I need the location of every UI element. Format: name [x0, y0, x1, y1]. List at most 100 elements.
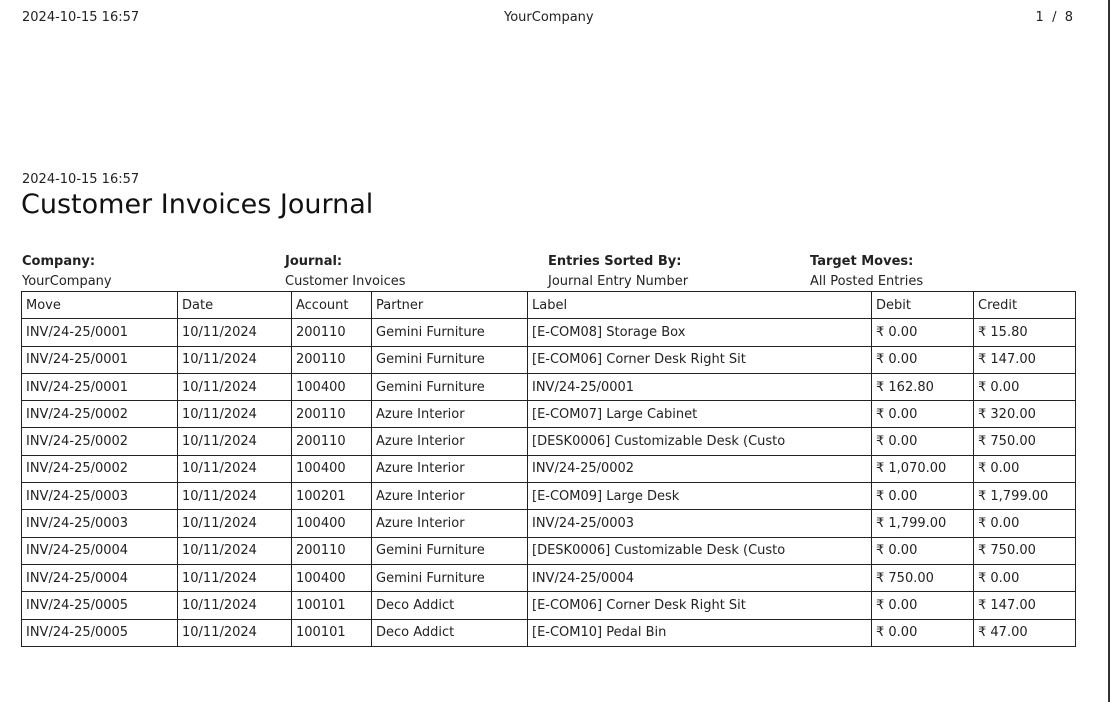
cell-move: INV/24-25/0001	[21, 345, 178, 374]
cell-partner: Azure Interior	[371, 400, 528, 429]
column-header-date: Date	[177, 290, 292, 320]
cell-move: INV/24-25/0002	[21, 400, 178, 429]
cell-account: 100201	[291, 482, 372, 511]
cell-credit: ₹ 0.00	[973, 372, 1076, 402]
cell-label: INV/24-25/0001	[527, 372, 872, 402]
cell-date: 10/11/2024	[177, 427, 292, 456]
info-journal: Journal: Customer Invoices	[285, 252, 406, 292]
info-label: Target Moves:	[810, 254, 914, 269]
column-header-credit: Credit	[973, 290, 1076, 320]
table-header-row: Move Date Account Partner Label Debit Credit	[21, 290, 1076, 320]
cell-debit: ₹ 162.80	[871, 372, 974, 402]
cell-partner: Gemini Furniture	[371, 318, 528, 347]
table-row: INV/24-25/0002 10/11/2024 200110 Azure Inte…	[21, 400, 1076, 429]
cell-partner: Azure Interior	[371, 482, 528, 511]
cell-label: [E-COM09] Large Desk	[527, 482, 872, 511]
cell-account: 100101	[291, 591, 372, 620]
table-row: INV/24-25/0003 10/11/2024 100201 Azure Inte…	[21, 482, 1076, 511]
info-value: All Posted Entries	[810, 274, 924, 289]
cell-debit: ₹ 0.00	[871, 400, 974, 429]
cell-debit: ₹ 0.00	[871, 618, 974, 647]
cell-credit: ₹ 15.80	[973, 318, 1076, 347]
cell-partner: Gemini Furniture	[371, 372, 528, 402]
cell-partner: Deco Addict	[371, 591, 528, 620]
cell-partner: Gemini Furniture	[371, 563, 528, 593]
cell-account: 100101	[291, 618, 372, 647]
info-value: Journal Entry Number	[548, 274, 689, 289]
cell-partner: Azure Interior	[371, 454, 528, 484]
cell-move: INV/24-25/0002	[21, 454, 178, 484]
table-row: INV/24-25/0004 10/11/2024 200110 Gemini Fur…	[21, 536, 1076, 565]
cell-credit: ₹ 750.00	[973, 536, 1076, 565]
cell-label: [E-COM07] Large Cabinet	[527, 400, 872, 429]
cell-move: INV/24-25/0003	[21, 482, 178, 511]
cell-date: 10/11/2024	[177, 482, 292, 511]
cell-move: INV/24-25/0005	[21, 591, 178, 620]
cell-partner: Azure Interior	[371, 427, 528, 456]
cell-account: 100400	[291, 372, 372, 402]
cell-date: 10/11/2024	[177, 591, 292, 620]
cell-account: 100400	[291, 509, 372, 538]
cell-partner: Gemini Furniture	[371, 345, 528, 374]
cell-label: [E-COM10] Pedal Bin	[527, 618, 872, 647]
cell-move: INV/24-25/0004	[21, 536, 178, 565]
cell-move: INV/24-25/0004	[21, 563, 178, 593]
cell-credit: ₹ 0.00	[973, 454, 1076, 484]
table-row: INV/24-25/0005 10/11/2024 100101 Deco Addic…	[21, 618, 1076, 647]
cell-debit: ₹ 0.00	[871, 345, 974, 374]
header-company: YourCompany	[504, 10, 594, 25]
info-value: YourCompany	[22, 274, 112, 289]
cell-account: 100400	[291, 454, 372, 484]
cell-credit: ₹ 0.00	[973, 563, 1076, 593]
cell-debit: ₹ 1,070.00	[871, 454, 974, 484]
cell-label: [E-COM06] Corner Desk Right Sit	[527, 591, 872, 620]
cell-move: INV/24-25/0005	[21, 618, 178, 647]
cell-debit: ₹ 750.00	[871, 563, 974, 593]
cell-label: INV/24-25/0003	[527, 509, 872, 538]
cell-partner: Deco Addict	[371, 618, 528, 647]
cell-move: INV/24-25/0001	[21, 318, 178, 347]
cell-debit: ₹ 0.00	[871, 536, 974, 565]
column-header-label: Label	[527, 290, 872, 320]
cell-credit: ₹ 750.00	[973, 427, 1076, 456]
cell-account: 200110	[291, 345, 372, 374]
info-value: Customer Invoices	[285, 274, 406, 289]
cell-account: 100400	[291, 563, 372, 593]
table-row: INV/24-25/0002 10/11/2024 100400 Azure Inte…	[21, 454, 1076, 484]
report-title: Customer Invoices Journal	[21, 189, 374, 220]
cell-partner: Azure Interior	[371, 509, 528, 538]
table-row: INV/24-25/0004 10/11/2024 100400 Gemini Fur…	[21, 563, 1076, 593]
cell-label: [E-COM06] Corner Desk Right Sit	[527, 345, 872, 374]
table-row: INV/24-25/0005 10/11/2024 100101 Deco Addic…	[21, 591, 1076, 620]
cell-label: [E-COM08] Storage Box	[527, 318, 872, 347]
page-edge	[1108, 0, 1110, 702]
cell-date: 10/11/2024	[177, 618, 292, 647]
cell-label: [DESK0006] Customizable Desk (Custo	[527, 536, 872, 565]
cell-debit: ₹ 0.00	[871, 591, 974, 620]
cell-credit: ₹ 0.00	[973, 509, 1076, 538]
cell-label: INV/24-25/0002	[527, 454, 872, 484]
journal-table: Move Date Account Partner Label Debit Credit I…	[21, 290, 1076, 647]
cell-date: 10/11/2024	[177, 509, 292, 538]
cell-credit: ₹ 147.00	[973, 591, 1076, 620]
cell-date: 10/11/2024	[177, 345, 292, 374]
info-label: Journal:	[285, 254, 343, 269]
cell-account: 200110	[291, 427, 372, 456]
print-datetime: 2024-10-15 16:57	[22, 10, 140, 25]
table-row: INV/24-25/0002 10/11/2024 200110 Azure Inte…	[21, 427, 1076, 456]
table-row: INV/24-25/0001 10/11/2024 100400 Gemini Fur…	[21, 372, 1076, 402]
cell-label: INV/24-25/0004	[527, 563, 872, 593]
table-row: INV/24-25/0001 10/11/2024 200110 Gemini Fur…	[21, 345, 1076, 374]
info-company: Company: YourCompany	[22, 252, 112, 292]
report-datetime: 2024-10-15 16:57	[22, 172, 140, 187]
cell-credit: ₹ 320.00	[973, 400, 1076, 429]
cell-account: 200110	[291, 400, 372, 429]
cell-date: 10/11/2024	[177, 454, 292, 484]
cell-debit: ₹ 0.00	[871, 482, 974, 511]
cell-date: 10/11/2024	[177, 536, 292, 565]
column-header-account: Account	[291, 290, 372, 320]
cell-credit: ₹ 1,799.00	[973, 482, 1076, 511]
info-sorted-by: Entries Sorted By: Journal Entry Number	[548, 252, 688, 292]
cell-move: INV/24-25/0003	[21, 509, 178, 538]
cell-debit: ₹ 0.00	[871, 427, 974, 456]
